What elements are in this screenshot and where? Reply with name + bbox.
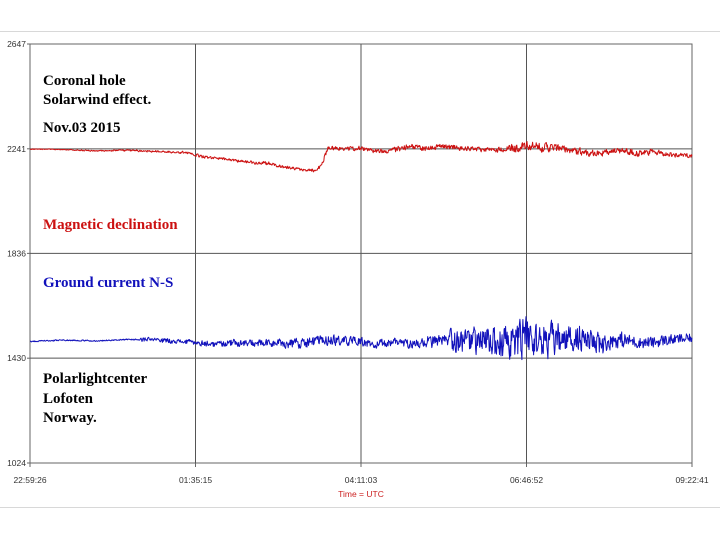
x-tick-label: 01:35:15 — [179, 475, 212, 485]
x-axis-label: Time = UTC — [338, 489, 384, 499]
series-line-ground-current — [29, 316, 693, 361]
annotation-line-norway: Norway. — [43, 410, 97, 426]
x-tick-label: 22:59:26 — [13, 475, 46, 485]
y-axis-ticks: 2647 2241 1836 1430 1024 — [7, 39, 30, 468]
bottom-rule — [0, 507, 720, 508]
y-tick-label: 1024 — [7, 458, 26, 468]
x-tick-label: 09:22:41 — [675, 475, 708, 485]
series-layer — [29, 141, 693, 361]
series-line-magnetic-declination — [29, 141, 693, 173]
top-rule — [0, 31, 720, 32]
legend-magnetic-declination: Magnetic declination — [43, 217, 178, 233]
x-axis-ticks: 22:59:26 01:35:15 04:11:03 06:46:52 09:22:41 — [13, 463, 709, 485]
annotation-line-coronal-hole: Coronal hole — [43, 73, 126, 89]
legend-ground-current: Ground current N-S — [43, 275, 173, 291]
y-tick-label: 1836 — [7, 248, 26, 258]
y-tick-label: 2647 — [7, 39, 26, 49]
annotation-date: Nov.03 2015 — [43, 120, 121, 136]
annotation-line-lofoten: Lofoten — [43, 391, 94, 407]
x-tick-label: 06:46:52 — [510, 475, 543, 485]
y-tick-label: 2241 — [7, 144, 26, 154]
y-tick-label: 1430 — [7, 353, 26, 363]
annotation-line-polarlightcenter: Polarlightcenter — [43, 371, 147, 387]
x-tick-label: 04:11:03 — [345, 475, 378, 485]
annotation-line-solarwind: Solarwind effect. — [43, 92, 152, 108]
